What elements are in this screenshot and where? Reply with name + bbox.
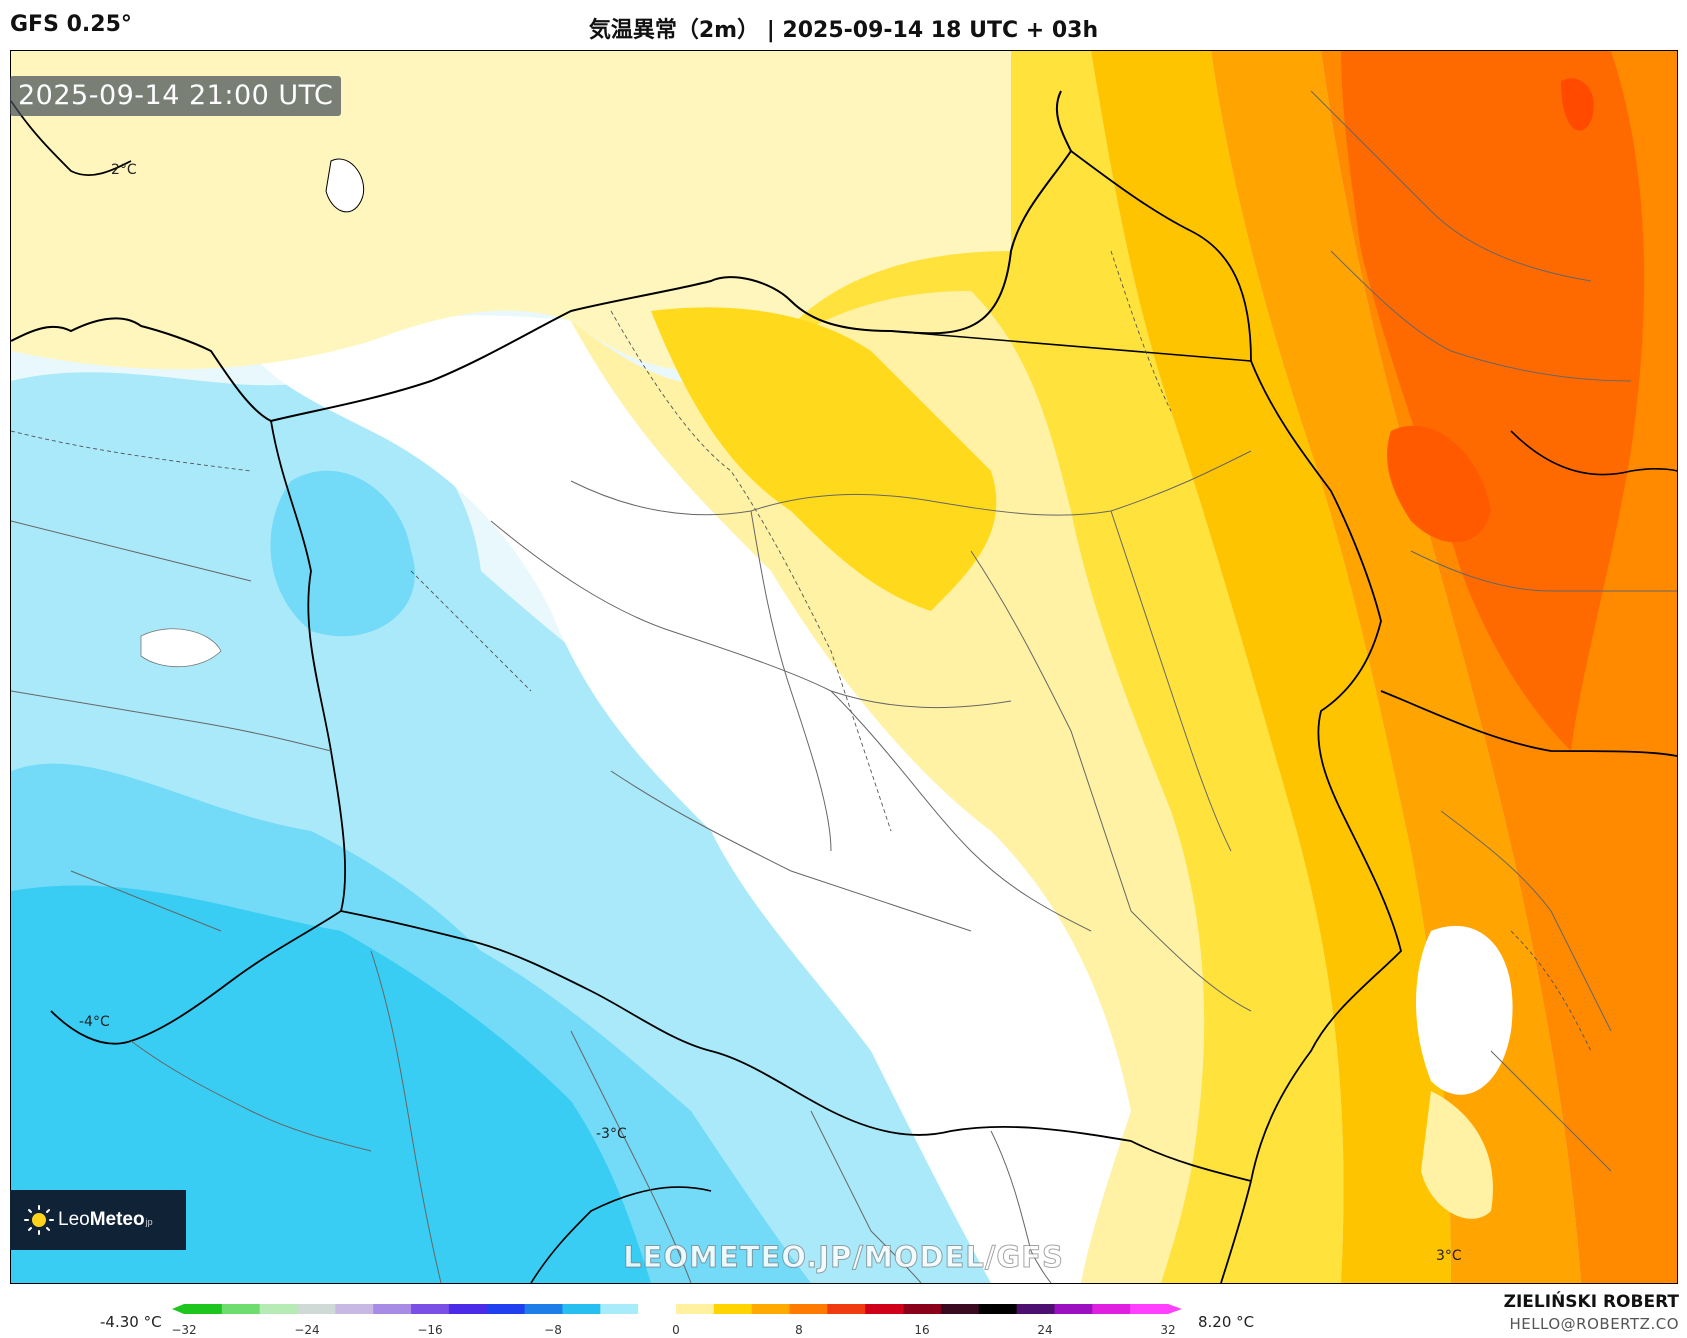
colorbar-segment <box>411 1304 450 1314</box>
colorbar-segment <box>903 1304 942 1314</box>
author-email[interactable]: HELLO@ROBERTZ.CO <box>1509 1315 1679 1333</box>
map-value-label: 3°C <box>1436 1248 1462 1264</box>
colorbar-segment <box>486 1304 526 1314</box>
colorbar-segment <box>335 1304 374 1314</box>
colorbar-segment <box>827 1304 866 1314</box>
colorbar-tick-label: −32 <box>172 1323 197 1336</box>
map-value-label: -3°C <box>596 1126 627 1142</box>
colorbar-tick-label: 32 <box>1160 1323 1175 1336</box>
colorbar-segment <box>789 1304 828 1314</box>
watermark: LEOMETEO.JP/MODEL/GFS <box>623 1240 1064 1275</box>
colorbar-segment <box>562 1304 601 1314</box>
colorbar-segment <box>524 1304 564 1314</box>
colorbar-segment <box>297 1304 336 1314</box>
colorbar-segment <box>713 1304 753 1314</box>
colorbar-segment <box>978 1304 1018 1314</box>
timestamp-badge: 2025-09-14 21:00 UTC <box>10 76 342 116</box>
colorbar-tick-label: 24 <box>1037 1323 1052 1336</box>
map-value-label: -4°C <box>79 1014 110 1030</box>
colorbar-tick-label: −8 <box>544 1323 562 1336</box>
chart-title: 気温異常（2m） | 2025-09-14 18 UTC + 03h <box>588 18 1099 43</box>
leometeo-logo[interactable]: LeoMeteojp <box>10 1190 186 1250</box>
colorbar-segment <box>1092 1304 1131 1314</box>
colorbar-segment <box>638 1304 677 1314</box>
colorbar-min-label: -4.30 °C <box>100 1313 162 1331</box>
colorbar-segment <box>676 1304 715 1314</box>
logo-text: LeoMeteojp <box>58 1209 153 1230</box>
colorbar-tick-label: 0 <box>672 1323 680 1336</box>
colorbar-segment <box>448 1304 488 1314</box>
author-name: ZIELIŃSKI ROBERT <box>1503 1292 1679 1312</box>
colorbar-segment <box>865 1304 904 1314</box>
model-label: GFS 0.25° <box>10 12 132 37</box>
colorbar-segment <box>1016 1304 1056 1314</box>
sun-icon <box>24 1205 54 1235</box>
colorbar-segment <box>1130 1304 1169 1314</box>
author-credit: ZIELIŃSKI ROBERT HELLO@ROBERTZ.CO <box>1504 1292 1679 1333</box>
colorbar-segment <box>259 1304 299 1314</box>
map-panel[interactable] <box>10 50 1678 1284</box>
colorbar-tick-label: −16 <box>417 1323 442 1336</box>
colorbar-tick-label: −24 <box>294 1323 319 1336</box>
colorbar-segment <box>751 1304 791 1314</box>
colorbar: −32 −24 −16 −8 0 8 16 24 32 <box>172 1304 1182 1336</box>
colorbar-tick-label: 8 <box>795 1323 803 1336</box>
colorbar-segment <box>373 1304 412 1314</box>
colorbar-segment <box>184 1304 223 1314</box>
colorbar-segment <box>940 1304 980 1314</box>
colorbar-segment <box>221 1304 261 1314</box>
colorbar-max-label: 8.20 °C <box>1198 1313 1255 1331</box>
colorbar-segment <box>1054 1304 1093 1314</box>
header: GFS 0.25° 気温異常（2m） | 2025-09-14 18 UTC +… <box>0 0 1687 50</box>
colorbar-max-arrow <box>1168 1304 1182 1314</box>
colorbar-segment <box>600 1304 639 1314</box>
anomaly-map <box>11 51 1677 1283</box>
colorbar-tick-label: 16 <box>914 1323 929 1336</box>
colorbar-min-arrow <box>172 1304 184 1314</box>
map-value-label: 2°C <box>111 162 137 178</box>
